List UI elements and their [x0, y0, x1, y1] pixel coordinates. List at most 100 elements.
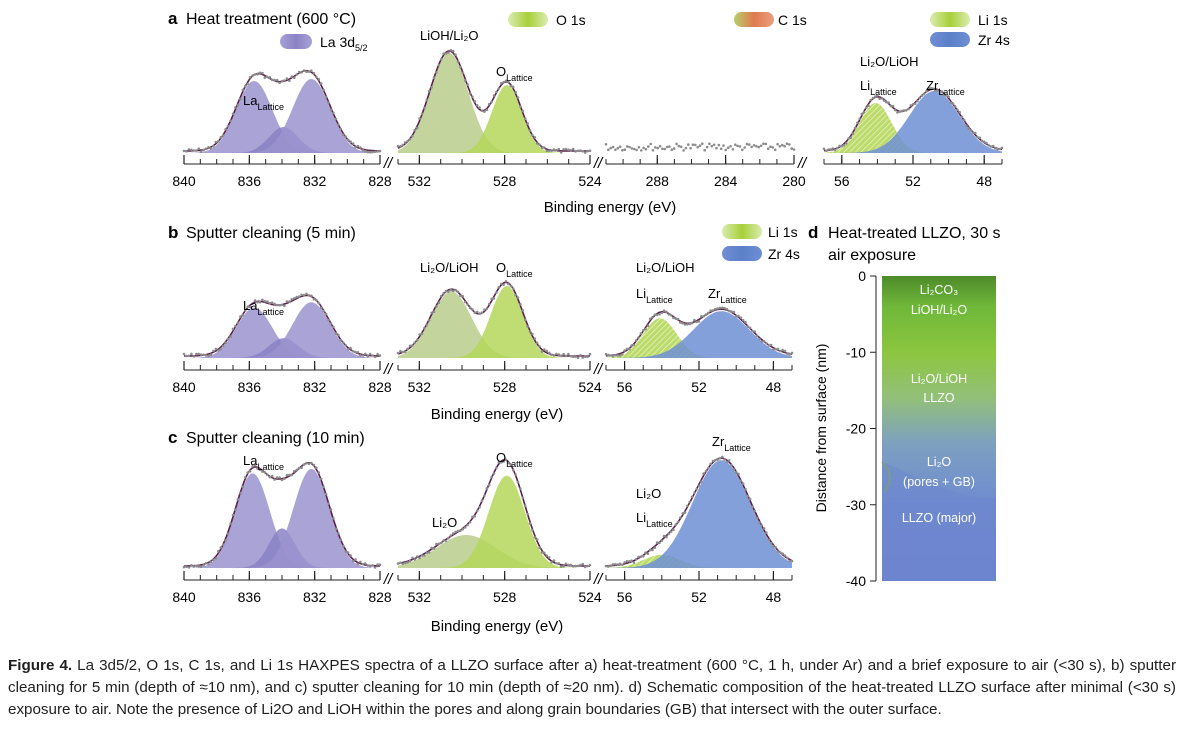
- label-lioh-li2o-a: LiOH/Li₂O: [420, 28, 479, 43]
- datapoint: [492, 472, 496, 475]
- datapoint: [310, 294, 313, 298]
- datapoint: [785, 142, 789, 145]
- datapoint: [688, 322, 691, 326]
- datapoint: [378, 149, 382, 153]
- svg-text:ZrLattice: ZrLattice: [926, 78, 965, 97]
- datapoint: [334, 117, 338, 121]
- datapoint: [368, 564, 372, 568]
- datapoint: [853, 126, 857, 130]
- datapoint: [307, 462, 311, 466]
- datapoint: [902, 109, 906, 112]
- datapoint: [771, 146, 775, 149]
- datapoint: [495, 291, 498, 294]
- datapoint: [774, 546, 777, 549]
- datapoint: [562, 148, 565, 151]
- datapoint: [439, 294, 443, 298]
- datapoint: [480, 109, 484, 113]
- datapoint: [280, 303, 284, 307]
- datapoint: [244, 84, 247, 88]
- datapoint: [427, 319, 431, 322]
- datapoint: [724, 148, 728, 152]
- datapoint: [905, 109, 908, 112]
- datapoint: [632, 343, 636, 347]
- datapoint: [767, 344, 771, 347]
- datapoint: [432, 547, 436, 550]
- datapoint: [283, 79, 286, 82]
- datapoint: [639, 332, 643, 335]
- datapoint: [319, 82, 323, 85]
- datapoint: [322, 485, 325, 489]
- datapoint: [502, 283, 505, 287]
- datapoint: [346, 551, 350, 554]
- datapoint: [623, 148, 627, 151]
- datapoint: [543, 146, 546, 149]
- datapoint: [475, 509, 479, 513]
- datapoint: [399, 561, 402, 565]
- peak-a-0-0: [184, 81, 380, 153]
- datapoint: [683, 323, 687, 326]
- datapoint: [753, 330, 757, 333]
- datapoint: [753, 509, 757, 513]
- datapoint: [743, 146, 746, 149]
- datapoint: [569, 563, 573, 567]
- datapoint: [574, 355, 577, 359]
- datapoint: [261, 298, 264, 302]
- figure-caption: Figure 4. La 3d5/2, O 1s, C 1s, and Li 1…: [8, 655, 1176, 721]
- datapoint: [285, 300, 289, 303]
- datapoint: [672, 147, 676, 150]
- tick-label: 836: [238, 589, 262, 605]
- datapoint: [332, 517, 335, 520]
- legend-o-swatch: [508, 12, 548, 27]
- datapoint: [579, 563, 582, 567]
- datapoint: [718, 306, 722, 310]
- datapoint: [396, 351, 400, 355]
- datapoint: [845, 142, 848, 145]
- tick-label: 836: [238, 173, 262, 189]
- datapoint: [840, 144, 844, 148]
- datapoint: [468, 92, 472, 95]
- datapoint: [187, 566, 191, 569]
- datapoint: [616, 354, 619, 357]
- datapoint: [690, 321, 694, 325]
- datapoint: [322, 309, 325, 313]
- tick-label: 48: [766, 379, 782, 395]
- datapoint: [670, 148, 674, 151]
- datapoint: [283, 304, 286, 308]
- datapoint: [342, 133, 345, 137]
- peak-a-1-0: [398, 53, 590, 153]
- datapoint: [256, 467, 259, 470]
- label-la-lattice-b: La: [243, 298, 258, 313]
- datapoint: [938, 90, 941, 94]
- datapoint: [351, 559, 355, 563]
- spectrum-b-3: 56 52 48: [604, 306, 794, 395]
- datapoint: [867, 104, 870, 107]
- datapoint: [616, 146, 620, 150]
- peak-b-0-0: [184, 307, 380, 358]
- datapoint: [564, 354, 568, 358]
- datapoint: [672, 316, 675, 320]
- spectrum-c-0: 840 836 832 828//: [172, 461, 394, 605]
- datapoint: [275, 303, 279, 307]
- datapoint: [406, 347, 409, 351]
- datapoint: [466, 303, 469, 306]
- datapoint: [329, 108, 333, 111]
- datapoint: [217, 349, 220, 352]
- datapoint: [545, 349, 549, 353]
- datapoint: [759, 144, 763, 148]
- datapoint: [876, 94, 879, 97]
- datapoint: [202, 353, 205, 357]
- datapoint: [521, 496, 525, 500]
- datapoint: [769, 145, 772, 148]
- datapoint: [288, 300, 291, 303]
- datapoint: [406, 139, 409, 143]
- datapoint: [253, 73, 257, 76]
- layer-li2o-lioh-label: Li₂O/LiOH: [911, 372, 967, 386]
- label-li-lattice-c: Li: [636, 510, 646, 525]
- datapoint: [632, 561, 636, 564]
- datapoint: [295, 295, 299, 299]
- legend-li-b: Li 1s: [722, 224, 798, 240]
- datapoint: [786, 352, 789, 356]
- schematic-ylabel: Distance from surface (nm): [813, 344, 829, 513]
- datapoint: [221, 344, 225, 348]
- datapoint: [307, 294, 311, 297]
